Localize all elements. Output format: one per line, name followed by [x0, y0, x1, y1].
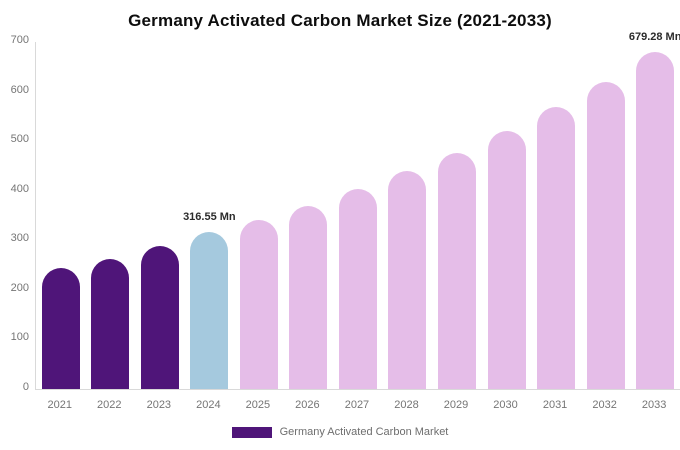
y-tick-100: 100	[10, 331, 29, 344]
x-tick-2029: 2029	[443, 399, 469, 411]
data-label-2033: 679.28 Mn	[628, 31, 680, 44]
bar-2026[interactable]	[289, 205, 328, 389]
bar-2031[interactable]	[537, 107, 576, 389]
bar-column-2024: 316.55 Mn	[183, 42, 236, 389]
bars-row: 316.55 Mn 679.28 Mn	[36, 31, 680, 389]
y-tick-500: 500	[10, 133, 29, 146]
data-label-2024: 316.55 Mn	[183, 211, 236, 224]
bar-column-2027	[333, 42, 383, 389]
x-tick-2033: 2033	[641, 399, 667, 411]
bar-column-2025	[234, 42, 284, 389]
bar-column-2033: 679.28 Mn	[629, 31, 680, 389]
x-tick-2022: 2022	[97, 399, 122, 411]
bar-2025[interactable]	[239, 220, 278, 389]
bar-column-2026	[284, 42, 334, 389]
y-tick-200: 200	[10, 281, 29, 294]
bar-column-2030	[482, 42, 532, 389]
y-tick-600: 600	[10, 83, 29, 96]
x-tick-2028: 2028	[394, 399, 419, 411]
bar-2021[interactable]	[41, 268, 80, 389]
bar-2024[interactable]	[190, 232, 229, 389]
bar-2033[interactable]	[636, 52, 675, 389]
bar-column-2028	[383, 42, 433, 389]
legend-swatch	[231, 426, 272, 438]
chart-title: Germany Activated Carbon Market Size (20…	[128, 11, 552, 30]
bar-2029[interactable]	[438, 152, 477, 389]
legend[interactable]: Germany Activated Carbon Market	[0, 423, 680, 441]
x-tick-2021: 2021	[47, 399, 72, 411]
bar-column-2023	[135, 42, 185, 389]
bar-column-2021	[36, 42, 86, 389]
y-tick-300: 300	[10, 232, 29, 245]
x-tick-2032: 2032	[592, 399, 617, 411]
bar-column-2029	[432, 42, 482, 389]
bar-2030[interactable]	[487, 130, 526, 389]
bar-2027[interactable]	[338, 188, 377, 389]
x-tick-2026: 2026	[295, 399, 320, 411]
bar-2022[interactable]	[91, 258, 130, 389]
bar-column-2031	[531, 42, 581, 389]
x-tick-2031: 2031	[542, 399, 568, 411]
y-tick-400: 400	[10, 182, 29, 195]
x-tick-2030: 2030	[493, 399, 518, 411]
bar-2023[interactable]	[140, 246, 179, 389]
x-tick-2025: 2025	[245, 399, 271, 411]
plot-area: 316.55 Mn 679.28 Mn	[35, 31, 680, 390]
x-tick-2024: 2024	[196, 399, 221, 411]
y-axis: 0 100 200 300 400 500 600 700	[0, 34, 29, 393]
bar-2032[interactable]	[586, 82, 625, 389]
bar-column-2022	[86, 42, 136, 389]
x-axis: 2021 2022 2023 2024 2025 2026 2027 2028 2029 2030…	[35, 390, 679, 411]
bar-column-2032	[581, 42, 631, 389]
y-tick-0: 0	[22, 381, 29, 393]
bar-2028[interactable]	[388, 171, 427, 389]
y-tick-700: 700	[10, 34, 29, 46]
x-tick-2023: 2023	[146, 399, 172, 411]
x-tick-2027: 2027	[344, 399, 370, 411]
legend-label: Germany Activated Carbon Market	[279, 426, 449, 438]
